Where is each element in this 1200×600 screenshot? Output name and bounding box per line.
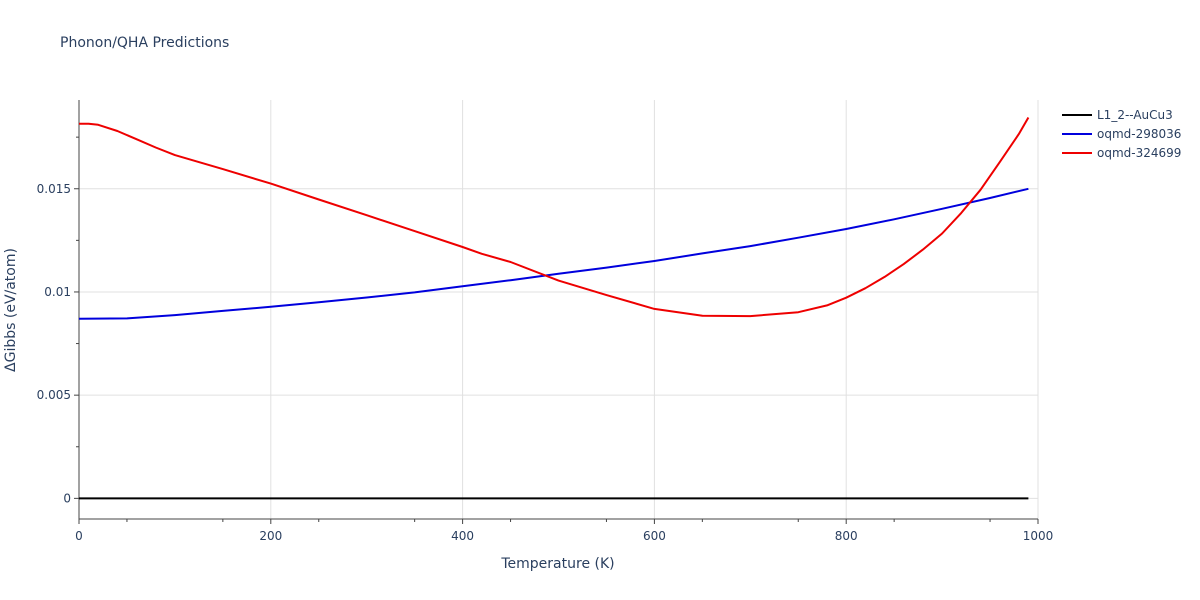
x-tick-label: 200 bbox=[259, 529, 282, 543]
legend-label: oqmd-324699 bbox=[1097, 146, 1181, 160]
y-tick-label: 0 bbox=[63, 491, 71, 505]
y-tick-label: 0.01 bbox=[44, 285, 71, 299]
y-tick-label: 0.005 bbox=[37, 388, 71, 402]
y-axis-title: ΔGibbs (eV/atom) bbox=[3, 248, 19, 372]
series-line-oqmd-324699 bbox=[79, 116, 1030, 318]
x-tick-label: 400 bbox=[451, 529, 474, 543]
legend-item[interactable]: oqmd-298036 bbox=[1062, 127, 1181, 141]
legend-item[interactable]: oqmd-324699 bbox=[1062, 146, 1181, 160]
legend-label: L1_2--AuCu3 bbox=[1097, 108, 1173, 122]
x-tick-label: 0 bbox=[75, 529, 83, 543]
y-tick-label: 0.015 bbox=[37, 182, 71, 196]
chart-title: Phonon/QHA Predictions bbox=[60, 35, 230, 51]
legend[interactable]: L1_2--AuCu3 oqmd-298036 oqmd-324699 bbox=[1062, 108, 1181, 160]
x-tick-label: 800 bbox=[835, 529, 858, 543]
grid bbox=[79, 100, 1039, 519]
x-tick-label: 600 bbox=[643, 529, 666, 543]
x-tick-label: 1000 bbox=[1023, 529, 1054, 543]
x-axis-title: Temperature (K) bbox=[500, 556, 614, 572]
legend-item[interactable]: L1_2--AuCu3 bbox=[1062, 108, 1173, 122]
series-line-oqmd-298036 bbox=[78, 187, 1029, 320]
series-layer bbox=[78, 116, 1030, 500]
axes: 0 200 400 600 800 1000 0 0.005 0.01 0.015 bbox=[37, 100, 1054, 543]
legend-label: oqmd-298036 bbox=[1097, 127, 1181, 141]
